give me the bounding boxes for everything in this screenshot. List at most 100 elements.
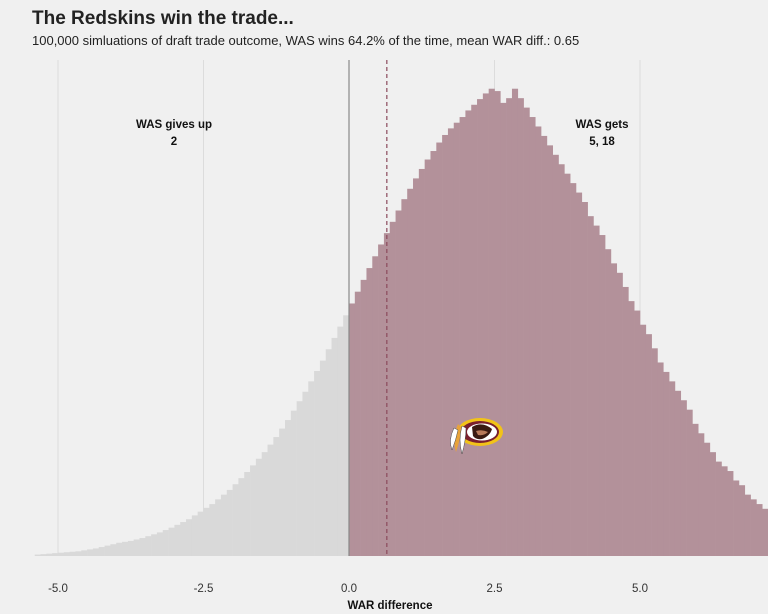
histogram-bar — [52, 553, 59, 556]
histogram-bar — [581, 202, 588, 556]
histogram-bar — [686, 409, 693, 556]
histogram-bar — [634, 310, 641, 556]
histogram-bars — [34, 88, 768, 557]
histogram-bar — [395, 210, 402, 556]
x-tick-label: 2.5 — [487, 583, 503, 595]
histogram-bar — [500, 102, 507, 556]
histogram-bar — [372, 256, 379, 556]
histogram-bar — [709, 452, 716, 556]
histogram-bar — [424, 159, 431, 556]
gives-up-picks: 2 — [171, 136, 177, 148]
histogram-bar — [750, 499, 757, 556]
x-tick-label: -2.5 — [194, 583, 214, 595]
histogram-bar — [191, 515, 198, 556]
histogram-bar — [698, 433, 705, 556]
histogram-bar — [63, 552, 70, 556]
histogram-bar — [622, 286, 629, 556]
histogram-bar — [436, 142, 443, 556]
histogram-bar — [122, 541, 129, 556]
histogram-bar — [180, 522, 187, 556]
histogram-bar — [244, 471, 251, 556]
histogram-bar — [81, 550, 88, 556]
histogram-bar — [197, 511, 204, 556]
histogram-bar — [674, 390, 682, 556]
histogram-bar — [733, 480, 740, 556]
histogram-bar — [69, 551, 76, 556]
histogram-bar — [273, 437, 280, 556]
histogram-bar — [418, 168, 425, 556]
gives-up-label: WAS gives up — [136, 119, 212, 131]
histogram-bar — [337, 326, 344, 556]
histogram-bar — [267, 444, 274, 556]
gets-picks: 5, 18 — [589, 136, 615, 148]
histogram-bar — [482, 93, 489, 556]
histogram-bar — [529, 117, 536, 556]
histogram-bar — [145, 536, 152, 556]
histogram-bar — [680, 400, 687, 556]
histogram-bar — [366, 268, 373, 556]
histogram-bar — [186, 519, 193, 556]
histogram-bar — [494, 91, 501, 556]
histogram-bar — [605, 249, 612, 556]
histogram-bar — [383, 233, 391, 557]
histogram-bar — [651, 348, 658, 556]
histogram-bar — [250, 465, 257, 556]
histogram-bar — [523, 107, 530, 556]
histogram-bar — [98, 547, 105, 556]
histogram-bar — [389, 221, 396, 556]
histogram-bar — [715, 461, 722, 556]
histogram-bar — [453, 122, 460, 556]
x-tick-label: 5.0 — [632, 583, 648, 595]
histogram-bar — [308, 381, 315, 556]
histogram-bar — [488, 88, 495, 556]
histogram-bar — [465, 110, 472, 556]
histogram-bar — [255, 458, 262, 556]
histogram-bar — [116, 542, 123, 556]
histogram-bar — [110, 544, 117, 556]
histogram-bar — [325, 349, 332, 556]
histogram-bar — [349, 303, 356, 556]
histogram-bar — [168, 527, 175, 556]
histogram-bar — [738, 485, 746, 556]
histogram-bar — [40, 554, 47, 556]
histogram-bar — [546, 145, 553, 557]
histogram-bar — [727, 471, 734, 556]
histogram-bar — [669, 381, 676, 556]
histogram-bar — [564, 173, 571, 556]
histogram-bar — [314, 370, 321, 556]
histogram-bar — [238, 478, 245, 556]
histogram-bar — [209, 504, 216, 556]
histogram-bar — [354, 291, 361, 556]
histogram-bar — [34, 554, 41, 556]
histogram-bar — [692, 423, 699, 556]
histogram-bar — [226, 489, 233, 556]
histogram-bar — [430, 151, 437, 557]
histogram-bar — [558, 164, 565, 557]
histogram-bar — [657, 362, 664, 556]
histogram-bar — [261, 452, 268, 556]
histogram-bar — [511, 88, 519, 556]
histogram-bar — [628, 301, 635, 556]
histogram-bar — [721, 466, 728, 556]
histogram-bar — [413, 178, 420, 556]
histogram-bar — [541, 135, 548, 557]
histogram-bar — [162, 530, 169, 556]
histogram-bar — [447, 128, 455, 557]
histogram-bar — [535, 126, 542, 556]
histogram-bar — [663, 371, 670, 556]
histogram-bar — [401, 199, 408, 556]
x-ticks: -5.0 -2.5 0.0 2.5 5.0 — [48, 583, 648, 595]
histogram-bar — [133, 539, 140, 556]
redskins-logo-icon — [450, 418, 503, 455]
histogram-bar — [174, 524, 181, 556]
chart-title: The Redskins win the trade... — [32, 8, 294, 29]
histogram-bar — [570, 183, 577, 556]
histogram-bar — [599, 235, 606, 557]
histogram-bar — [92, 548, 100, 556]
histogram-bar — [506, 98, 513, 556]
x-tick-label: 0.0 — [341, 583, 357, 595]
histogram-bar — [645, 334, 652, 556]
histogram-bar — [215, 499, 222, 556]
histogram-bar — [104, 545, 111, 556]
